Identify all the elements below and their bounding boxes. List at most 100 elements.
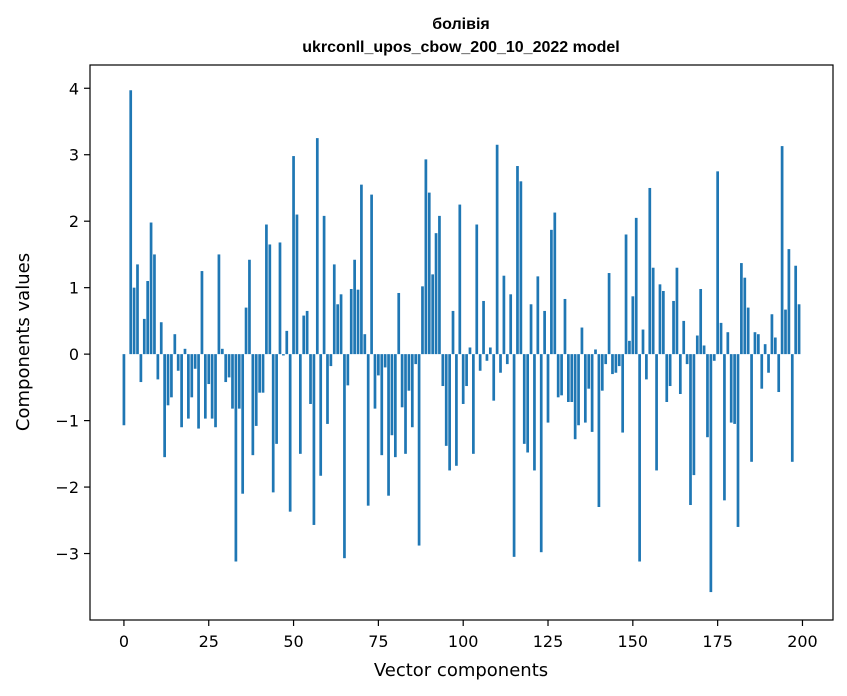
bar: [414, 354, 418, 365]
bar: [336, 304, 340, 355]
plot-area-frame: [89, 64, 834, 621]
bar: [265, 224, 268, 355]
bar: [271, 354, 275, 493]
x-tick-label: 150: [618, 632, 649, 651]
bar: [251, 354, 255, 456]
y-tick-label: 2: [69, 212, 79, 231]
bar: [298, 354, 302, 454]
bar: [543, 310, 546, 355]
bar: [699, 288, 703, 355]
bar: [346, 354, 350, 386]
bar: [502, 275, 506, 355]
bar: [600, 354, 604, 391]
bar: [743, 277, 747, 355]
bar: [794, 265, 798, 355]
bar: [740, 263, 743, 355]
bar: [180, 354, 183, 428]
bar: [587, 354, 591, 389]
bar: [560, 354, 563, 396]
bar: [641, 329, 645, 355]
bar: [349, 288, 353, 355]
bar: [288, 354, 292, 512]
x-tick-label: 0: [119, 632, 129, 651]
bar: [360, 184, 363, 355]
bar: [339, 294, 343, 355]
bar: [163, 354, 166, 458]
bar: [319, 354, 323, 476]
bar: [617, 354, 621, 367]
bar: [675, 267, 679, 355]
bar: [475, 224, 479, 355]
bar: [556, 354, 560, 398]
bar: [370, 194, 373, 355]
bar: [441, 354, 445, 387]
bar: [672, 300, 675, 355]
bar: [492, 354, 496, 401]
bar: [655, 354, 658, 471]
bar: [383, 354, 387, 368]
bar: [638, 354, 641, 562]
bar: [146, 281, 150, 355]
bar: [753, 332, 757, 355]
bar: [210, 354, 214, 419]
bar: [662, 290, 665, 355]
bar: [458, 204, 462, 355]
bar: [485, 354, 489, 361]
bar: [200, 271, 204, 355]
bar: [465, 354, 468, 387]
bar: [309, 354, 312, 404]
bar: [594, 349, 597, 355]
bar: [203, 354, 207, 419]
bar: [373, 354, 377, 409]
bar: [729, 354, 733, 423]
bar: [302, 315, 306, 355]
bar: [427, 192, 431, 355]
bar: [431, 274, 435, 355]
bar: [183, 348, 187, 355]
bar: [132, 287, 136, 355]
bar: [329, 354, 333, 367]
bar: [723, 354, 726, 501]
bar: [567, 354, 570, 402]
bar: [760, 354, 764, 389]
bar: [448, 354, 451, 471]
bar: [312, 354, 316, 525]
bar: [509, 294, 513, 355]
bar: [220, 348, 224, 355]
bar: [248, 259, 251, 355]
bar: [773, 337, 777, 355]
bar: [519, 181, 523, 355]
bar: [482, 300, 485, 355]
bar: [746, 307, 750, 355]
bar: [377, 354, 380, 376]
bar: [278, 242, 282, 355]
bars-group: [122, 90, 801, 593]
bar: [261, 354, 265, 393]
bar: [254, 354, 258, 426]
bar: [461, 354, 465, 404]
bar: [784, 309, 787, 355]
bar: [614, 354, 618, 373]
bar: [241, 354, 245, 494]
bar: [763, 344, 767, 355]
bar: [580, 327, 584, 355]
bar: [726, 332, 730, 355]
bar: [380, 354, 384, 456]
bar: [387, 354, 390, 496]
bar: [777, 354, 781, 393]
bar: [665, 354, 669, 402]
x-tick-label: 175: [702, 632, 733, 651]
y-tick-label: −1: [55, 412, 79, 431]
bar: [780, 146, 784, 355]
y-tick-label: −2: [55, 478, 79, 497]
bar: [275, 354, 278, 444]
bar: [424, 159, 428, 355]
bar: [692, 354, 696, 476]
x-tick-label: 200: [787, 632, 818, 651]
bar: [695, 335, 699, 355]
bar: [597, 354, 601, 507]
bar: [322, 215, 326, 355]
bar: [214, 354, 217, 428]
chart-subtitle: ukrconll_upos_cbow_200_10_2022 model: [302, 39, 619, 56]
bar: [363, 334, 367, 355]
